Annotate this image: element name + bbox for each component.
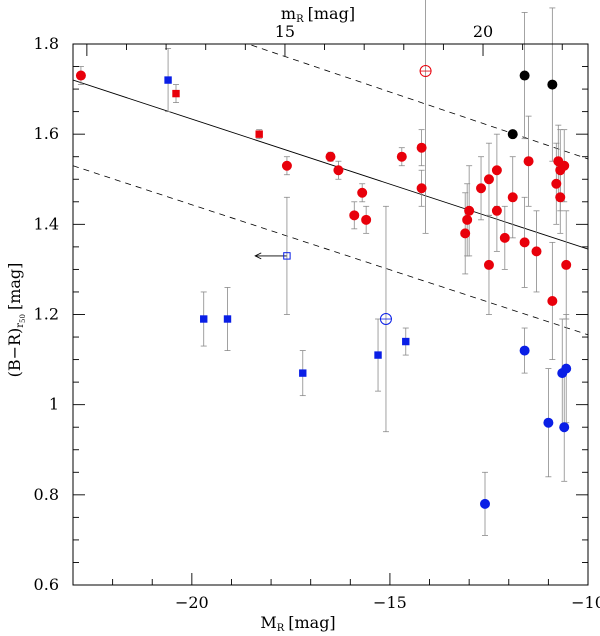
limit-arrow-head — [254, 252, 262, 260]
data-point — [483, 174, 494, 185]
data-point — [499, 232, 510, 243]
data-point — [416, 183, 427, 194]
data-point — [462, 214, 473, 225]
data-point — [555, 192, 566, 203]
fit-line — [73, 79, 588, 250]
y-tick-label: 1.8 — [34, 34, 59, 53]
y-tick-label: 1.4 — [34, 214, 59, 233]
data-point — [255, 130, 263, 138]
data-point — [349, 210, 360, 221]
y-tick-label: 1 — [49, 395, 59, 414]
y-axis-label: (B−R)r50[mag] — [5, 263, 27, 378]
data-point — [519, 345, 530, 356]
data-point — [507, 192, 518, 203]
top-tick-label: 20 — [473, 22, 493, 41]
data-point — [299, 369, 307, 377]
data-markers — [75, 65, 572, 509]
data-point — [531, 246, 542, 257]
y-tick-label: 1.6 — [34, 124, 59, 143]
top-tick-label: 15 — [275, 22, 295, 41]
data-point — [561, 259, 572, 270]
x-tick-label: −15 — [373, 593, 407, 612]
axis-ticks — [72, 43, 589, 586]
data-point — [480, 498, 490, 509]
data-point — [357, 187, 368, 198]
axis-tick-labels: −20 −15 −10 0.6 0.8 1 1.2 1.4 1.6 1.8 15 20 — [34, 22, 600, 612]
data-point — [402, 337, 410, 346]
data-point — [551, 178, 562, 189]
data-point — [491, 165, 502, 176]
data-point — [416, 142, 427, 153]
data-point — [491, 205, 502, 216]
top-axis-label: mR [mag] — [281, 4, 355, 25]
data-point — [396, 151, 407, 162]
data-point — [523, 156, 534, 167]
reference-lines — [73, 44, 588, 336]
data-point — [374, 351, 382, 359]
data-point — [547, 295, 558, 306]
data-point — [200, 315, 208, 323]
y-tick-label: 1.2 — [34, 305, 59, 324]
data-point — [519, 237, 530, 248]
data-point — [476, 183, 487, 194]
data-point — [543, 417, 554, 428]
y-tick-label: 0.8 — [34, 485, 59, 504]
data-point — [281, 160, 292, 171]
data-point — [333, 165, 344, 176]
error-bars — [77, 0, 570, 536]
data-point — [75, 70, 86, 81]
data-point — [223, 315, 232, 323]
data-point — [559, 422, 570, 433]
x-tick-label: −10 — [571, 593, 600, 612]
data-point — [361, 214, 372, 225]
data-point — [559, 160, 570, 171]
data-point — [172, 89, 180, 98]
y-tick-label: 0.6 — [34, 575, 59, 594]
data-point — [283, 252, 291, 260]
data-point — [460, 228, 471, 239]
data-point — [547, 79, 558, 90]
x-axis-label: MR [mag] — [260, 613, 335, 634]
data-point — [519, 70, 530, 81]
x-tick-label: −20 — [175, 593, 209, 612]
data-point — [561, 363, 572, 374]
plot-frame — [72, 43, 589, 586]
data-point — [164, 76, 172, 84]
data-point — [325, 151, 336, 162]
data-point — [483, 259, 494, 270]
data-point — [507, 129, 518, 140]
upper-dashed-line — [246, 44, 588, 160]
data-point — [464, 205, 475, 216]
lower-dashed-line — [73, 165, 588, 336]
